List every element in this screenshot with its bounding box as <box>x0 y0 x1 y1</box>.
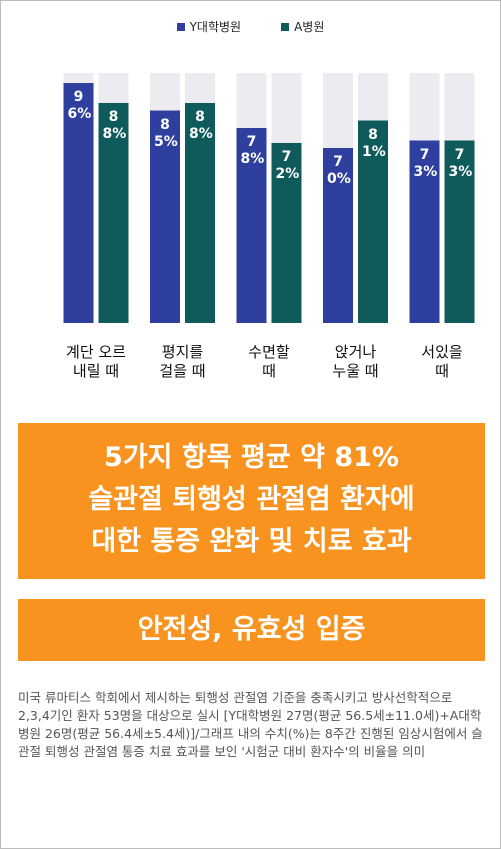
x-tick-label: 평지를 걸을 때 <box>159 343 206 380</box>
bar <box>358 120 388 323</box>
legend: Y대학병원 A병원 <box>1 18 500 35</box>
value-label: 88% <box>189 109 213 142</box>
banner-line: 슬관절 퇴행성 관절염 환자에 <box>88 484 415 515</box>
value-label: 72% <box>275 149 300 182</box>
value-label: 85% <box>154 116 178 150</box>
value-label: 81% <box>362 126 386 160</box>
value-label: 88% <box>102 109 127 142</box>
bar <box>236 128 267 323</box>
chart <box>63 73 475 323</box>
bar <box>63 83 94 323</box>
legend-item: A병원 <box>281 18 324 35</box>
legend-item: Y대학병원 <box>176 18 242 35</box>
banner-line: 대한 통증 완화 및 치료 효과 <box>91 526 412 557</box>
subbanner: 안전성, 유효성 입증 <box>18 599 485 661</box>
bar <box>98 103 129 323</box>
x-tick-label: 수면할 때 <box>248 343 290 380</box>
bar <box>185 103 215 323</box>
x-tick-label: 계단 오르 내릴 때 <box>66 343 126 380</box>
banner: 5가지 항목 평균 약 81% 슬관절 퇴행성 관절염 환자에 대한 통증 완화… <box>18 423 485 579</box>
value-label: 70% <box>327 154 351 187</box>
bar <box>271 143 302 323</box>
value-label: 78% <box>240 134 265 167</box>
bar <box>150 110 180 323</box>
legend-label: A병원 <box>294 20 325 34</box>
legend-swatch <box>281 22 290 31</box>
value-label: 73% <box>448 146 473 180</box>
value-label: 73% <box>413 146 438 180</box>
legend-label: Y대학병원 <box>189 20 242 34</box>
bar <box>323 148 353 323</box>
legend-swatch <box>176 22 185 31</box>
banner-line: 5가지 항목 평균 약 81% <box>104 442 399 473</box>
value-label: 96% <box>67 89 92 122</box>
footnote: 미국 류마티스 학회에서 제시하는 퇴행성 관절염 기준을 충족시키고 방사선학… <box>18 690 483 759</box>
bar <box>409 140 440 323</box>
bar <box>444 140 475 323</box>
x-tick-label: 앉거나 누울 때 <box>332 343 379 380</box>
x-tick-label: 서있을 때 <box>421 343 463 380</box>
